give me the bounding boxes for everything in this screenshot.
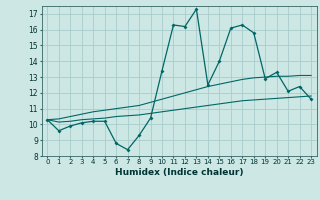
X-axis label: Humidex (Indice chaleur): Humidex (Indice chaleur) xyxy=(115,168,244,177)
